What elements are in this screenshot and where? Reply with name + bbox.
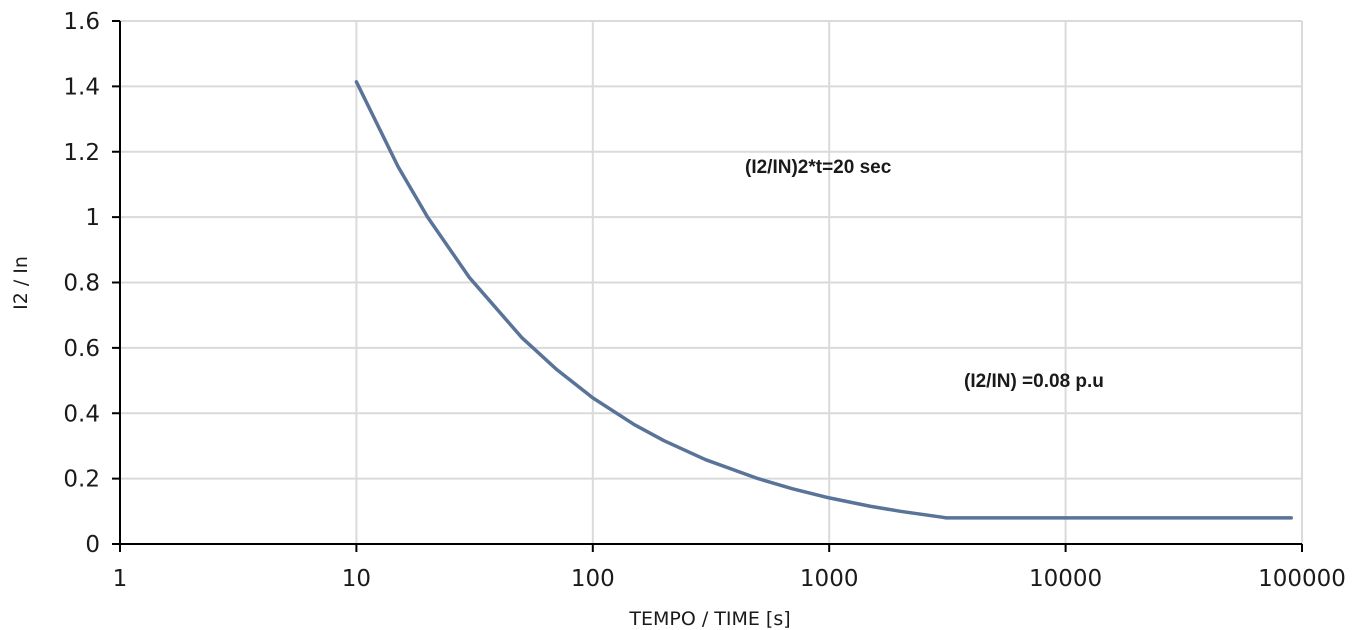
data-point bbox=[355, 80, 358, 83]
data-point bbox=[397, 165, 399, 168]
y-axis-title: I2 / In bbox=[10, 256, 32, 310]
y-tick-label: 1 bbox=[85, 205, 100, 231]
y-tick-label: 0.8 bbox=[63, 271, 100, 297]
data-point bbox=[633, 423, 636, 426]
x-tick-label: 10000 bbox=[1029, 566, 1102, 592]
axes bbox=[112, 20, 1303, 552]
annotation-formula: (I2/IN)2*t=20 sec bbox=[745, 157, 892, 178]
y-tick-label: 1.2 bbox=[63, 140, 100, 166]
y-tick-label: 0 bbox=[85, 532, 100, 558]
y-tick-label: 1.4 bbox=[63, 74, 100, 100]
data-point bbox=[704, 458, 707, 461]
data-point bbox=[899, 510, 902, 513]
data-point bbox=[1135, 517, 1138, 519]
data-point bbox=[555, 368, 557, 370]
x-tick-label: 100 bbox=[571, 566, 615, 592]
data-point bbox=[945, 517, 947, 519]
data-point bbox=[1230, 517, 1232, 519]
grid bbox=[120, 20, 1303, 544]
tick-labels: 0 0.2 0.4 0.6 0.8 1 1.2 1.4 1.6 1 10 100 1000 10000 10… bbox=[63, 9, 1345, 592]
data-point bbox=[1290, 517, 1292, 519]
series-line bbox=[354, 80, 1293, 520]
y-tick-label: 0.6 bbox=[63, 336, 100, 362]
x-tick-label: 1000 bbox=[800, 566, 859, 592]
annotation-threshold: (I2/IN) =0.08 p.u bbox=[964, 371, 1104, 392]
series-layer bbox=[354, 80, 1293, 520]
data-point bbox=[870, 505, 872, 508]
x-tick-label: 100000 bbox=[1258, 566, 1346, 592]
x-tick-label: 10 bbox=[342, 566, 371, 592]
data-point bbox=[426, 216, 429, 218]
x-tick-label: 1 bbox=[113, 566, 128, 592]
data-point bbox=[828, 497, 830, 499]
x-axis-title: TEMPO / TIME [s] bbox=[628, 608, 790, 630]
data-point bbox=[791, 487, 794, 490]
data-point bbox=[592, 397, 594, 399]
y-tick-label: 0.4 bbox=[63, 401, 100, 427]
y-tick-label: 1.6 bbox=[63, 9, 100, 35]
data-point bbox=[1064, 517, 1067, 519]
data-point bbox=[757, 477, 759, 480]
data-point bbox=[941, 516, 943, 518]
data-point bbox=[993, 517, 996, 519]
data-point bbox=[468, 276, 470, 279]
data-point bbox=[663, 439, 665, 442]
data-point bbox=[520, 336, 523, 339]
y-tick-label: 0.2 bbox=[63, 467, 100, 493]
